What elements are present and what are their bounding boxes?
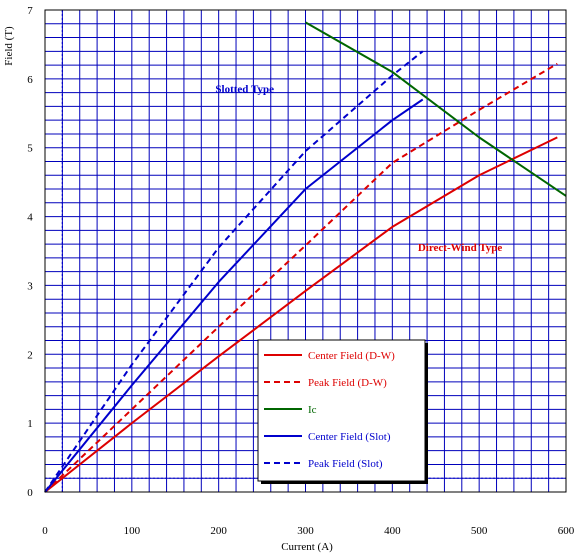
x-tick-label: 400: [384, 525, 401, 537]
legend-label-1: Peak Field (D-W): [308, 377, 387, 389]
legend-label-4: Peak Field (Slot): [308, 458, 383, 470]
y-tick-label: 5: [27, 143, 33, 155]
x-tick-label: 200: [210, 525, 227, 537]
series-line-0: [44, 136, 558, 493]
y-tick-label: 3: [27, 280, 33, 292]
legend-label-3: Center Field (Slot): [308, 431, 391, 443]
series-line-1: [44, 62, 558, 493]
legend-label-0: Center Field (D-W): [308, 350, 395, 362]
chart-axes: [44, 9, 567, 493]
x-tick-label: 0: [42, 525, 48, 537]
x-tick-label: 300: [297, 525, 314, 537]
y-tick-label: 6: [27, 74, 33, 86]
y-tick-label: 2: [27, 349, 33, 361]
x-tick-label: 600: [558, 525, 575, 537]
y-tick-label: 0: [27, 487, 33, 499]
x-axis-label: Current (A): [281, 541, 333, 553]
series-line-3: [44, 98, 424, 493]
y-tick-label: 7: [27, 5, 33, 17]
y-tick-label: 4: [27, 212, 33, 224]
y-tick-label: 1: [27, 418, 33, 430]
plot-frame: [44, 9, 567, 493]
legend-box: [257, 339, 426, 482]
chart-legend: Center Field (D-W) Peak Field (D-W) Ic Cent…: [257, 339, 428, 484]
legend-label-2: Ic: [308, 404, 317, 416]
annotation-label: Direct-Wind Type: [418, 242, 503, 254]
x-tick-label: 500: [471, 525, 488, 537]
y-axis-label: Field (T): [3, 26, 15, 66]
tick-labels: 0 100 200 300 400 500 600 0 1 2 3 4 5 6 7: [27, 5, 575, 537]
chart-annotations: Slotted Type Direct-Wind Type: [215, 84, 502, 254]
annotation-label: Slotted Type: [215, 84, 274, 96]
chart-series: [44, 21, 567, 493]
series-line-4: [44, 50, 424, 493]
series-line-2: [305, 21, 567, 197]
x-tick-label: 100: [124, 525, 141, 537]
